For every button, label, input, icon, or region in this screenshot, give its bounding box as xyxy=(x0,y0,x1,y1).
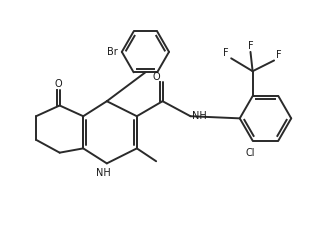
Text: Br: Br xyxy=(107,47,118,57)
Text: F: F xyxy=(276,50,282,60)
Text: F: F xyxy=(224,48,229,58)
Text: Cl: Cl xyxy=(246,147,255,157)
Text: O: O xyxy=(55,79,62,89)
Text: O: O xyxy=(152,72,160,81)
Text: NH: NH xyxy=(96,167,111,177)
Text: F: F xyxy=(248,41,253,51)
Text: NH: NH xyxy=(192,111,206,121)
